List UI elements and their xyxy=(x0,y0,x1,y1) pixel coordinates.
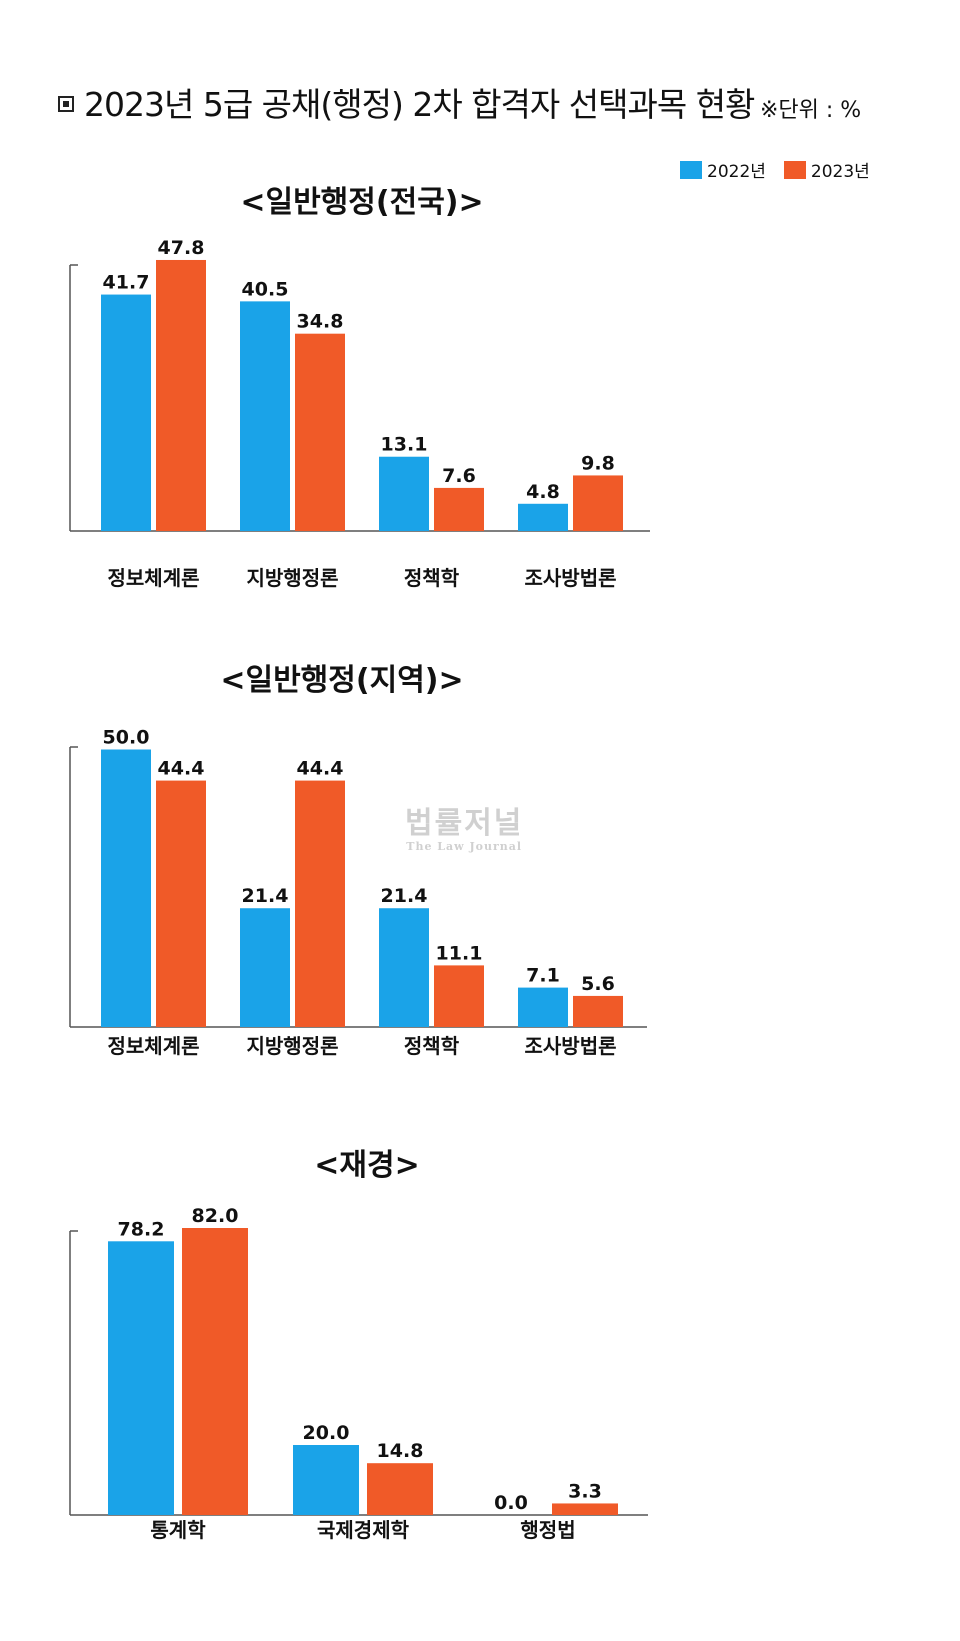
data-label-2-3-2: 11.1 xyxy=(436,942,483,964)
bar-2-4-2 xyxy=(573,995,623,1027)
data-label-1-3-1: 13.1 xyxy=(381,434,428,456)
data-label-1-4-2: 9.8 xyxy=(581,452,615,474)
legend-swatch-2022 xyxy=(680,160,702,179)
legend-swatch-2023 xyxy=(783,160,806,179)
data-label-2-2-1: 21.4 xyxy=(242,885,289,907)
bar-1-1-1 xyxy=(101,294,151,531)
data-label-1-1-2: 47.8 xyxy=(158,237,205,259)
data-label-3-1-1: 78.2 xyxy=(118,1218,165,1240)
bar-1-1-2 xyxy=(156,259,206,531)
category-label-2-3: 정책학 xyxy=(404,1034,460,1058)
category-label-2-1: 정보체계론 xyxy=(108,1034,200,1058)
category-label-2-4: 조사방법론 xyxy=(525,1034,617,1058)
page-title-text: 2023년 5급 공채(행정) 2차 합격자 선택과목 현황 xyxy=(84,85,755,124)
bar-3-1-2 xyxy=(182,1228,248,1515)
chart-title-2: <일반행정(지역)> xyxy=(220,663,463,698)
unit-note: ※단위 : % xyxy=(760,98,862,123)
bar-1-4-2 xyxy=(573,475,623,531)
data-label-2-1-1: 50.0 xyxy=(103,727,150,749)
bar-3-2-1 xyxy=(293,1445,359,1515)
data-label-3-1-2: 82.0 xyxy=(192,1205,239,1227)
data-label-2-3-1: 21.4 xyxy=(381,885,428,907)
data-label-2-4-2: 5.6 xyxy=(581,973,615,995)
legend-item-2023: 2023년 xyxy=(783,157,870,182)
data-label-3-2-2: 14.8 xyxy=(377,1440,424,1462)
page-title: 2023년 5급 공채(행정) 2차 합격자 선택과목 현황 xyxy=(58,78,755,126)
bar-1-2-2 xyxy=(295,333,345,531)
chart-title-3: <재경> xyxy=(314,1148,419,1183)
data-label-1-4-1: 4.8 xyxy=(526,481,560,503)
data-label-1-3-2: 7.6 xyxy=(442,465,476,487)
bar-2-3-2 xyxy=(434,965,484,1027)
bar-3-3-2 xyxy=(552,1503,618,1515)
category-label-3-1: 통계학 xyxy=(150,1518,206,1542)
bar-1-3-1 xyxy=(379,456,429,531)
data-label-3-2-1: 20.0 xyxy=(303,1422,350,1444)
bar-2-2-1 xyxy=(240,908,290,1027)
data-label-2-2-2: 44.4 xyxy=(297,758,344,780)
watermark-logo: 법률저널 The Law Journal xyxy=(405,798,523,853)
category-label-2-2: 지방행정론 xyxy=(247,1034,339,1058)
bar-3-2-2 xyxy=(367,1463,433,1515)
bar-2-1-1 xyxy=(101,749,151,1027)
legend-item-2022: 2022년 xyxy=(680,157,766,182)
bar-2-4-1 xyxy=(518,987,568,1027)
bar-1-3-2 xyxy=(434,487,484,531)
bar-2-3-1 xyxy=(379,908,429,1027)
data-label-3-3-2: 3.3 xyxy=(568,1480,602,1502)
watermark-text-en: The Law Journal xyxy=(406,840,523,853)
chart-title-1: <일반행정(전국)> xyxy=(240,185,483,220)
category-label-1-1: 정보체계론 xyxy=(108,566,200,590)
data-label-1-2-1: 40.5 xyxy=(242,278,289,300)
legend-label-2023: 2023년 xyxy=(810,162,870,182)
watermark-text-ko: 법률저널 xyxy=(405,806,524,841)
category-label-1-3: 정책학 xyxy=(404,566,460,590)
category-label-1-2: 지방행정론 xyxy=(247,566,339,590)
category-label-3-2: 국제경제학 xyxy=(317,1518,410,1542)
bar-2-1-2 xyxy=(156,780,206,1027)
category-label-3-3: 행정법 xyxy=(520,1518,575,1542)
bar-1-4-1 xyxy=(518,503,568,531)
bar-3-1-1 xyxy=(108,1241,174,1515)
square-bullet-icon xyxy=(58,96,74,112)
category-label-1-4: 조사방법론 xyxy=(525,566,617,590)
data-label-2-4-1: 7.1 xyxy=(526,965,560,987)
data-label-2-1-2: 44.4 xyxy=(158,758,205,780)
data-label-3-3-1: 0.0 xyxy=(494,1492,528,1514)
bar-1-2-1 xyxy=(240,301,290,531)
bar-2-2-2 xyxy=(295,780,345,1027)
legend-label-2022: 2022년 xyxy=(707,162,766,182)
legend: 2022년 2023년 xyxy=(680,157,888,182)
data-label-1-1-1: 41.7 xyxy=(103,272,150,294)
data-label-1-2-2: 34.8 xyxy=(297,311,344,333)
